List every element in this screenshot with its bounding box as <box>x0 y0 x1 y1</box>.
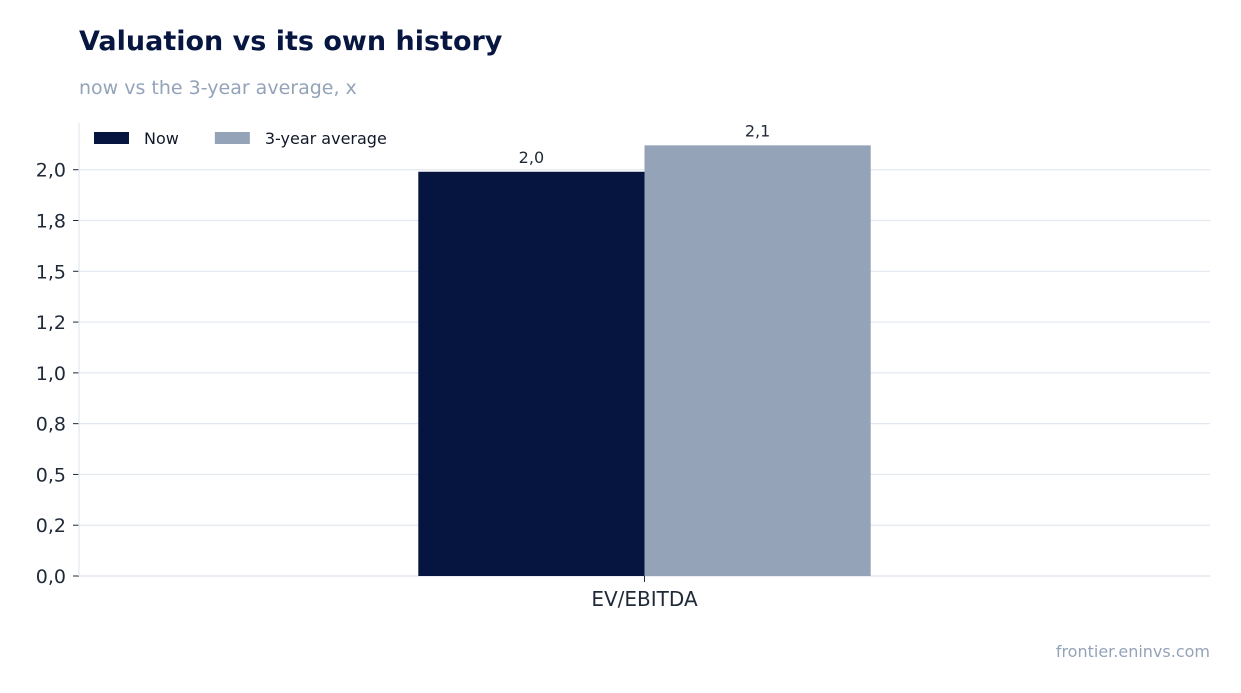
y-tick-label: 0,8 <box>36 414 66 436</box>
y-tick-label: 1,5 <box>36 261 66 283</box>
chart-title: Valuation vs its own history <box>79 26 503 57</box>
bar <box>644 145 871 577</box>
legend-label: Now <box>144 129 179 148</box>
y-tick-label: 1,2 <box>36 312 66 334</box>
y-tick-label: 0,0 <box>36 566 66 588</box>
legend-label: 3-year average <box>265 129 387 148</box>
data-label: 2,1 <box>745 121 770 140</box>
legend-swatch <box>94 132 129 144</box>
y-tick-label: 0,2 <box>36 515 66 537</box>
bar <box>418 171 645 576</box>
legend: Now 3-year average <box>94 129 387 148</box>
x-tick-label: EV/EBITDA <box>591 587 698 611</box>
data-label: 2,0 <box>519 148 544 167</box>
y-tick-label: 2,0 <box>36 160 66 182</box>
bars <box>418 145 871 577</box>
y-tick-label: 1,0 <box>36 363 66 385</box>
data-labels: 2,0 2,1 <box>519 121 771 166</box>
y-tick-label: 0,5 <box>36 464 66 486</box>
source-credit: frontier.eninvs.com <box>1055 642 1210 661</box>
chart-subtitle: now vs the 3-year average, x <box>79 77 357 99</box>
y-tick-label: 1,8 <box>36 211 66 233</box>
legend-swatch <box>214 132 250 144</box>
